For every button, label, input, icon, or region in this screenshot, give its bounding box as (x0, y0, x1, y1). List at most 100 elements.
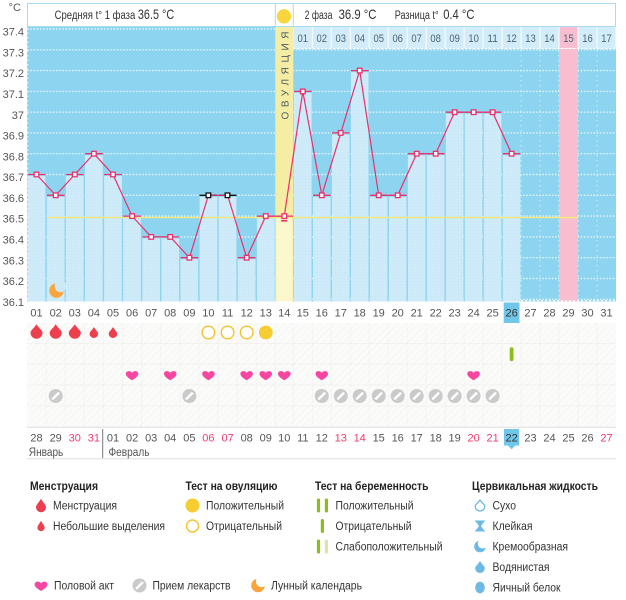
svg-text:Кремообразная: Кремообразная (493, 542, 569, 554)
svg-text:03: 03 (69, 308, 81, 320)
svg-text:Сухо: Сухо (493, 501, 517, 513)
svg-text:20: 20 (467, 432, 479, 444)
svg-text:36.7: 36.7 (3, 172, 24, 184)
svg-text:22: 22 (430, 308, 442, 320)
svg-text:18: 18 (430, 432, 442, 444)
svg-text:36.5: 36.5 (3, 214, 24, 226)
svg-text:06: 06 (202, 432, 214, 444)
svg-text:01: 01 (30, 308, 42, 320)
svg-text:Менструация: Менструация (30, 481, 98, 493)
svg-text:14: 14 (278, 308, 290, 320)
svg-text:Положительный: Положительный (336, 501, 414, 513)
svg-text:36.5 °C: 36.5 °C (138, 6, 174, 22)
svg-text:24: 24 (543, 432, 555, 444)
svg-text:10: 10 (278, 432, 290, 444)
svg-text:36.2: 36.2 (3, 276, 24, 288)
svg-text:04: 04 (88, 308, 100, 320)
svg-text:03: 03 (145, 432, 157, 444)
svg-text:09: 09 (183, 308, 195, 320)
svg-text:20: 20 (392, 308, 404, 320)
svg-text:16: 16 (392, 432, 404, 444)
svg-text:37.1: 37.1 (3, 89, 24, 101)
svg-text:08: 08 (164, 308, 176, 320)
svg-text:15: 15 (297, 308, 309, 320)
svg-text:2 фаза: 2 фаза (305, 10, 333, 22)
svg-text:36.9: 36.9 (3, 131, 24, 143)
svg-text:30: 30 (69, 432, 81, 444)
svg-text:16: 16 (582, 33, 593, 45)
svg-text:17: 17 (335, 308, 347, 320)
svg-text:Лунный календарь: Лунный календарь (271, 581, 362, 593)
svg-text:10: 10 (202, 308, 214, 320)
svg-text:37.4: 37.4 (3, 27, 24, 39)
svg-text:12: 12 (506, 33, 517, 45)
svg-text:28: 28 (30, 432, 42, 444)
svg-text:11: 11 (297, 432, 308, 444)
svg-text:0.4 °C: 0.4 °C (443, 6, 474, 22)
svg-text:36.1: 36.1 (3, 297, 24, 309)
svg-text:09: 09 (449, 33, 460, 45)
svg-text:37.2: 37.2 (3, 68, 24, 80)
svg-text:Положительный: Положительный (206, 501, 284, 513)
svg-text:02: 02 (317, 33, 328, 45)
svg-text:Водянистая: Водянистая (493, 562, 550, 574)
svg-text:07: 07 (411, 33, 422, 45)
svg-text:30: 30 (581, 308, 593, 320)
svg-text:Цервикальная жидкость: Цервикальная жидкость (472, 481, 598, 493)
svg-text:05: 05 (183, 432, 195, 444)
svg-text:04: 04 (164, 432, 176, 444)
svg-text:02: 02 (50, 308, 62, 320)
svg-text:11: 11 (487, 33, 498, 45)
svg-text:21: 21 (411, 308, 423, 320)
svg-text:°C: °C (9, 2, 21, 14)
svg-text:Январь: Январь (29, 447, 64, 459)
svg-text:08: 08 (241, 432, 253, 444)
svg-text:Небольшие выделения: Небольшие выделения (53, 521, 165, 533)
svg-text:05: 05 (107, 308, 119, 320)
svg-text:Тест на беременность: Тест на беременность (315, 481, 429, 493)
svg-text:36.9 °C: 36.9 °C (339, 6, 377, 22)
svg-text:37.3: 37.3 (3, 47, 24, 59)
svg-text:21: 21 (486, 432, 498, 444)
svg-text:08: 08 (430, 33, 441, 45)
svg-text:22: 22 (505, 432, 517, 444)
svg-text:36.3: 36.3 (3, 255, 24, 267)
svg-text:02: 02 (126, 432, 138, 444)
svg-text:23: 23 (448, 308, 460, 320)
svg-text:Отрицательный: Отрицательный (336, 521, 412, 533)
svg-text:09: 09 (260, 432, 272, 444)
svg-text:27: 27 (524, 308, 536, 320)
svg-text:17: 17 (601, 33, 612, 45)
svg-text:26: 26 (505, 308, 517, 320)
svg-text:Тест на овуляцию: Тест на овуляцию (186, 481, 278, 493)
svg-text:12: 12 (241, 308, 253, 320)
svg-text:26: 26 (581, 432, 593, 444)
svg-text:36.6: 36.6 (3, 193, 24, 205)
svg-text:25: 25 (562, 432, 574, 444)
svg-text:24: 24 (467, 308, 479, 320)
svg-text:15: 15 (563, 33, 574, 45)
svg-text:Яичный белок: Яичный белок (493, 583, 562, 595)
svg-text:18: 18 (354, 308, 366, 320)
svg-text:Средняя t° 1 фаза: Средняя t° 1 фаза (55, 10, 136, 22)
svg-text:19: 19 (448, 432, 460, 444)
svg-text:04: 04 (354, 33, 365, 45)
svg-text:07: 07 (145, 308, 157, 320)
svg-text:29: 29 (562, 308, 574, 320)
svg-text:13: 13 (525, 33, 536, 45)
svg-text:15: 15 (373, 432, 385, 444)
svg-text:27: 27 (600, 432, 612, 444)
svg-text:25: 25 (486, 308, 498, 320)
svg-text:13: 13 (260, 308, 272, 320)
svg-text:37: 37 (12, 110, 24, 122)
svg-text:03: 03 (336, 33, 347, 45)
svg-text:Слабоположительный: Слабоположительный (336, 542, 443, 554)
svg-text:12: 12 (316, 432, 328, 444)
svg-text:07: 07 (221, 432, 233, 444)
svg-text:Февраль: Февраль (109, 447, 150, 459)
svg-text:10: 10 (468, 33, 479, 45)
svg-text:13: 13 (335, 432, 347, 444)
svg-text:14: 14 (544, 33, 555, 45)
svg-text:Отрицательный: Отрицательный (206, 521, 282, 533)
svg-text:Разница t°: Разница t° (395, 10, 439, 22)
